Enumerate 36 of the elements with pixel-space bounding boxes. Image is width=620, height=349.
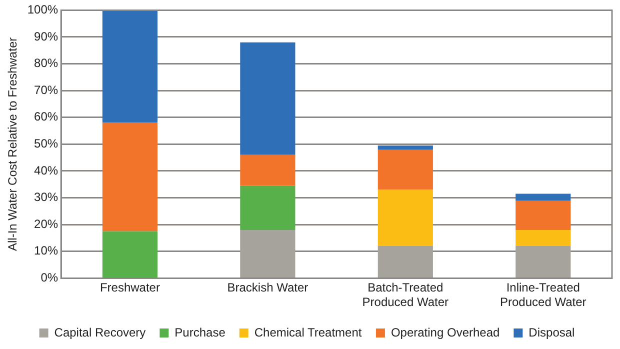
y-tick-label: 10% [34, 244, 58, 258]
y-tick-label: 60% [34, 110, 58, 124]
bar [378, 146, 433, 150]
bar [240, 42, 296, 155]
y-tick-label: 40% [34, 163, 58, 178]
bar [378, 150, 433, 190]
legend-label: Purchase [174, 325, 226, 340]
y-tick-label: 30% [34, 190, 58, 204]
bar [240, 186, 296, 230]
legend-label: Chemical Treatment [254, 325, 362, 340]
bar [516, 246, 571, 278]
bar [378, 190, 433, 246]
bar [240, 154, 296, 186]
legend-label: Disposal [528, 325, 575, 340]
x-tick-label: Batch-Treated Produced Water [362, 280, 449, 310]
bar [516, 194, 571, 200]
y-tick-label: 50% [34, 136, 58, 151]
y-tick-label: 0% [40, 270, 58, 285]
bar [102, 122, 158, 232]
y-tick-label: 70% [34, 82, 58, 97]
y-tick-label: 20% [34, 216, 58, 231]
bar [516, 200, 571, 230]
bar [102, 10, 158, 123]
x-tick-label: Brackish Water [227, 280, 308, 295]
legend-label: Operating Overhead [390, 325, 500, 340]
x-tick-label: Freshwater [100, 280, 160, 295]
x-tick-label: Inline-Treated Produced Water [500, 280, 586, 310]
bar [516, 230, 571, 246]
bar [102, 231, 158, 278]
y-tick-label: 90% [34, 29, 58, 44]
legend-label: Capital Recovery [54, 325, 146, 340]
y-tick-label: 80% [34, 56, 58, 70]
y-tick-label: 100% [27, 2, 58, 17]
bar [378, 246, 433, 278]
y-axis-title: All-In Water Cost Relative to Freshwater [6, 37, 20, 252]
bar [240, 230, 296, 278]
